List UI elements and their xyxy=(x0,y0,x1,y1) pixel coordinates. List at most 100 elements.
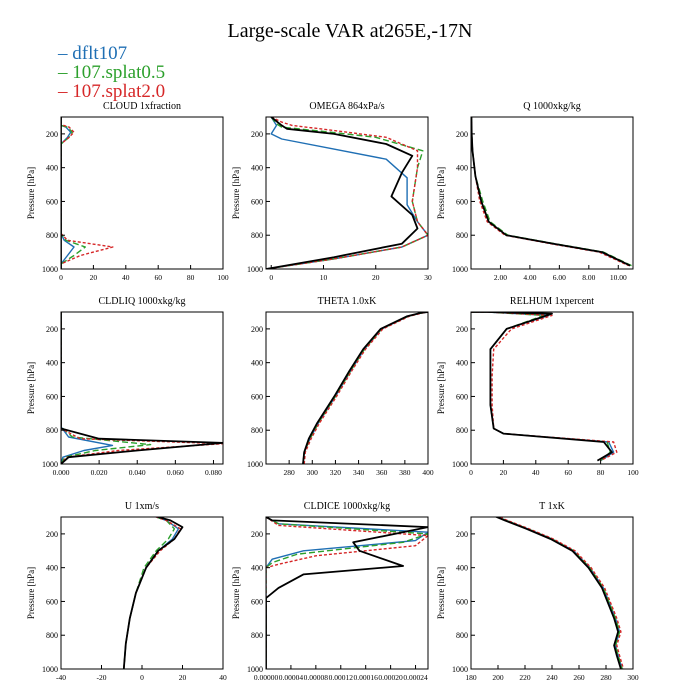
x-tick-label: 20 xyxy=(372,273,380,282)
series-line-3 xyxy=(471,117,631,267)
y-tick-label: 200 xyxy=(46,130,58,139)
x-tick-label: 6.00 xyxy=(553,273,566,282)
series-line-2 xyxy=(303,312,428,464)
x-tick-label: 240 xyxy=(546,673,558,682)
x-tick-label: 300 xyxy=(627,673,639,682)
series-line-3 xyxy=(61,312,223,464)
legend: – dflt107 – 107.splat0.5 – 107.splat2.0 xyxy=(58,44,165,101)
plot-frame xyxy=(60,516,224,670)
panel-2: 200 400 600 800 1000 2.00 4.00 6.00 8.00 10.00 Q 1… xyxy=(436,101,634,282)
legend-entry-splat05: – 107.splat0.5 xyxy=(58,62,166,83)
series-line-1 xyxy=(302,312,428,464)
panel-title: CLDICE 1000xkg/kg xyxy=(304,501,390,512)
x-tick-label: 0.00012 xyxy=(329,673,354,682)
y-tick-label: 200 xyxy=(456,325,468,334)
y-tick-label: 600 xyxy=(251,197,263,206)
y-tick-label: 1000 xyxy=(452,265,468,274)
plot-frame xyxy=(265,116,429,270)
y-tick-label: 200 xyxy=(251,130,263,139)
x-tick-label: 180 xyxy=(465,673,477,682)
panel-title: OMEGA 864xPa/s xyxy=(309,101,384,112)
x-tick-label: 0.00004 xyxy=(279,673,304,682)
x-tick-label: 340 xyxy=(353,468,365,477)
y-tick-label: 800 xyxy=(46,426,58,435)
x-tick-label: 60 xyxy=(564,468,572,477)
plot-frame xyxy=(470,116,634,270)
panel-title: RELHUM 1xpercent xyxy=(510,296,594,307)
y-tick-label: 1000 xyxy=(42,460,58,469)
series-line-0 xyxy=(302,312,428,464)
y-tick-label: 1000 xyxy=(247,460,263,469)
y-tick-label: 600 xyxy=(456,392,468,401)
y-tick-label: 600 xyxy=(456,597,468,606)
figure-title: Large-scale VAR at265E,-17N xyxy=(227,20,473,42)
y-tick-label: 200 xyxy=(251,530,263,539)
series-line-1 xyxy=(123,517,176,669)
plot-frame xyxy=(60,116,224,270)
series-line-1 xyxy=(61,312,152,464)
y-tick-label: 1000 xyxy=(42,665,58,674)
y-tick-label: 600 xyxy=(251,597,263,606)
plot-frame xyxy=(470,311,634,465)
series-line-1 xyxy=(496,517,623,669)
y-tick-label: 200 xyxy=(456,130,468,139)
series-line-2 xyxy=(497,517,625,669)
series-line-0 xyxy=(61,312,114,464)
y-tick-label: 400 xyxy=(456,564,468,573)
y-tick-label: 800 xyxy=(46,631,58,640)
y-tick-label: 800 xyxy=(251,231,263,240)
series-line-0 xyxy=(266,517,428,669)
x-tick-label: 60 xyxy=(154,273,162,282)
x-tick-label: 10.00 xyxy=(610,273,627,282)
x-tick-label: 0.000 xyxy=(53,468,70,477)
x-tick-label: 20 xyxy=(500,468,508,477)
series-line-2 xyxy=(266,117,428,269)
x-tick-label: 220 xyxy=(519,673,531,682)
series-line-3 xyxy=(471,312,613,462)
x-tick-label: 0 xyxy=(59,273,63,282)
x-tick-label: 10 xyxy=(320,273,328,282)
x-tick-label: 0 xyxy=(140,673,144,682)
panel-6: 200 400 600 800 1000-40 -20 0 20 40 U 1xm/s Pressu… xyxy=(26,501,227,682)
x-tick-label: 80 xyxy=(187,273,195,282)
y-axis-label: Pressure [hPa] xyxy=(231,567,241,619)
x-tick-label: -40 xyxy=(56,673,66,682)
x-tick-label: -20 xyxy=(97,673,107,682)
x-tick-label: 0.00020 xyxy=(378,673,403,682)
y-axis-label: Pressure [hPa] xyxy=(436,167,446,219)
series-line-0 xyxy=(266,117,428,269)
x-tick-label: 280 xyxy=(284,468,296,477)
x-tick-label: 200 xyxy=(492,673,504,682)
y-tick-label: 400 xyxy=(456,164,468,173)
y-tick-label: 1000 xyxy=(247,665,263,674)
x-tick-label: 0.060 xyxy=(167,468,184,477)
y-tick-label: 1000 xyxy=(452,665,468,674)
panel-4: 200 400 600 800 1000 280 300 320 340 360 380 400 THE… xyxy=(247,296,434,477)
series-line-3 xyxy=(122,517,184,669)
x-tick-label: 0.00024 xyxy=(403,673,428,682)
x-tick-label: 280 xyxy=(600,673,612,682)
x-tick-label: 0.020 xyxy=(91,468,108,477)
plot-frame xyxy=(60,311,224,465)
panel-title: Q 1000xkg/kg xyxy=(523,101,581,112)
y-tick-label: 800 xyxy=(251,631,263,640)
y-tick-label: 800 xyxy=(251,426,263,435)
y-tick-label: 400 xyxy=(46,359,58,368)
plot-frame xyxy=(265,311,429,465)
x-tick-label: 80 xyxy=(597,468,605,477)
y-axis-label: Pressure [hPa] xyxy=(436,362,446,414)
panel-1: 200 400 600 800 1000 0 10 20 30 OMEGA 864xPa/s Pre… xyxy=(231,101,432,282)
y-tick-label: 400 xyxy=(251,564,263,573)
y-tick-label: 600 xyxy=(456,197,468,206)
panel-title: CLDLIQ 1000xkg/kg xyxy=(99,296,186,307)
y-tick-label: 600 xyxy=(251,392,263,401)
x-tick-label: 0.00016 xyxy=(354,673,379,682)
series-line-3 xyxy=(266,117,419,269)
x-tick-label: 100 xyxy=(627,468,639,477)
x-tick-label: 8.00 xyxy=(582,273,595,282)
x-tick-label: 100 xyxy=(217,273,229,282)
series-line-2 xyxy=(266,517,428,669)
legend-entry-dflt107: – dflt107 xyxy=(58,43,128,64)
